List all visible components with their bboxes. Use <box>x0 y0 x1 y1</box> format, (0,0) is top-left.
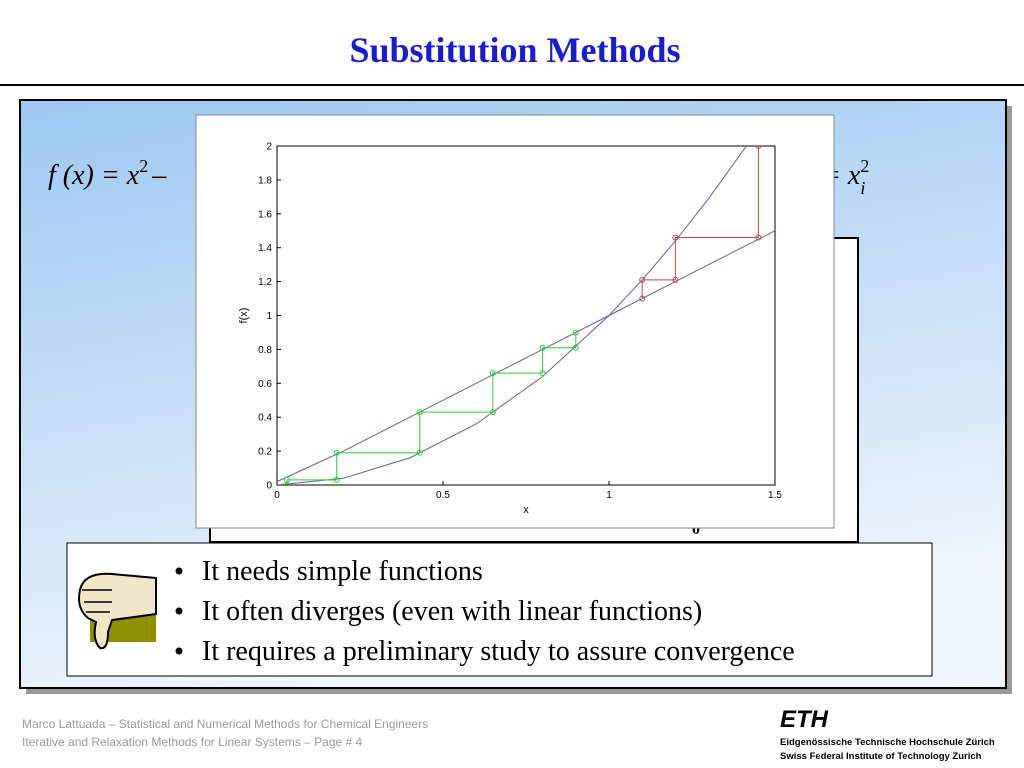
y-tick-label: 2 <box>266 142 272 153</box>
chart: 0 0.5 1 1.5 0 0.2 0.4 0.6 0.8 1 1.2 1.4 1.6 1.8 2 x f(x) <box>238 142 782 517</box>
bullet-dot <box>175 607 183 615</box>
formula-sup: 2 <box>860 156 869 176</box>
plot-lines <box>277 146 775 485</box>
point-marker <box>672 234 679 241</box>
y-tick-label: 1.4 <box>258 243 272 254</box>
bullet-box <box>66 542 933 677</box>
point-marker <box>416 449 423 456</box>
logo-mark: ETH <box>780 706 829 733</box>
y-tick-label: 0.4 <box>258 413 272 424</box>
point-marker <box>755 146 762 149</box>
background-window-label: 0 <box>692 521 700 538</box>
y-tick-label: 1.6 <box>258 209 272 220</box>
y-axis-label: f(x) <box>238 308 250 324</box>
y-tick-label: 1 <box>266 311 272 322</box>
slide-title: Substitution Methods <box>349 30 680 70</box>
x-tick-label: 1.5 <box>768 490 782 501</box>
point-marker <box>333 449 340 456</box>
plot-area <box>276 145 776 486</box>
x-tick-label: 0 <box>274 490 280 501</box>
bullet-text: It requires a preliminary study to assur… <box>202 636 795 667</box>
formula-sup: 2 <box>139 156 148 176</box>
point-marker <box>283 476 290 483</box>
x-tick-label: 1 <box>606 490 612 501</box>
y-tick-label: 1.8 <box>258 175 272 186</box>
series-line <box>641 146 759 299</box>
footer-line: Marco Lattuada – Statistical and Numeric… <box>22 717 428 731</box>
y-tick-label: 0.8 <box>258 345 272 356</box>
y-tick-label: 0.2 <box>258 447 272 458</box>
bullet-text: It often diverges (even with linear func… <box>202 596 702 627</box>
point-marker <box>639 295 646 302</box>
y-tick-label: 0.6 <box>258 379 272 390</box>
y-tick-label: 0 <box>266 481 272 492</box>
formula-tail: – <box>151 160 167 191</box>
logo-line: Eidgenössische Technische Hochschule Zür… <box>780 737 995 748</box>
series-line <box>286 332 577 485</box>
point-marker <box>572 344 579 351</box>
bullet-list: It needs simple functions It often diverg… <box>175 556 795 667</box>
footer-line: Iterative and Relaxation Methods for Lin… <box>22 735 363 749</box>
point-marker <box>539 370 546 377</box>
point-marker <box>639 276 646 283</box>
point-marker <box>539 344 546 351</box>
point-marker <box>489 370 496 377</box>
y-tick-label: 1.2 <box>258 277 272 288</box>
logo-line: Swiss Federal Institute of Technology Zu… <box>780 751 982 762</box>
bullet-dot <box>175 567 183 575</box>
point-marker <box>489 409 496 416</box>
formula-left: f (x) = x2– <box>48 156 167 191</box>
point-marker <box>755 234 762 241</box>
formula-sub: i <box>860 178 865 198</box>
bullet-dot <box>175 647 183 655</box>
point-marker <box>333 476 340 483</box>
point-marker <box>672 276 679 283</box>
x-tick-label: 0.5 <box>436 490 450 501</box>
point-marker <box>416 409 423 416</box>
bullet-text: It needs simple functions <box>202 556 483 587</box>
formula-text: f (x) = x <box>48 160 140 191</box>
x-axis-label: x <box>523 504 529 516</box>
point-marker <box>572 329 579 336</box>
thumbs-down-icon <box>78 572 157 650</box>
